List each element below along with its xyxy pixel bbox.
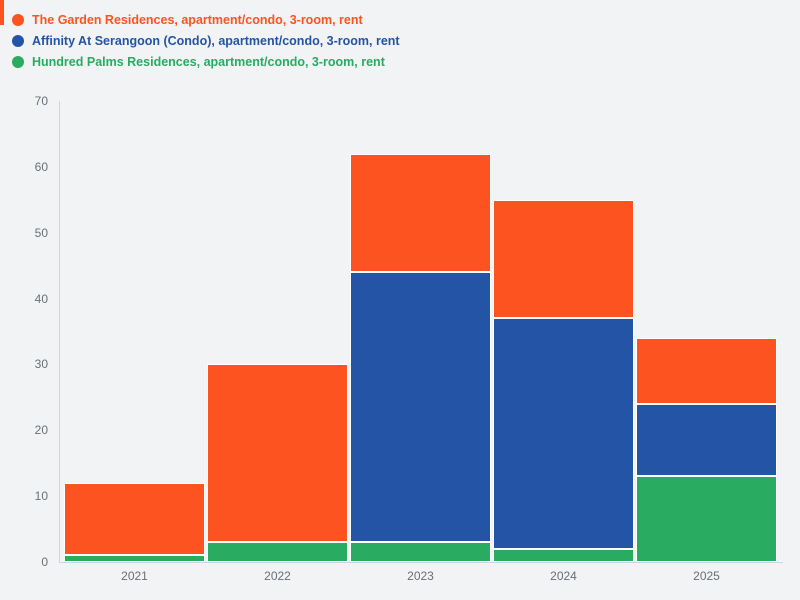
x-tick-label: 2021 [121, 569, 148, 583]
legend-dot-icon [12, 34, 24, 47]
x-tick-label: 2025 [693, 569, 720, 583]
bar-segment[interactable] [493, 548, 634, 562]
x-tick-label: 2024 [550, 569, 577, 583]
x-tick-label: 2022 [264, 569, 291, 583]
y-tick-label: 0 [41, 555, 48, 569]
y-tick-label: 60 [34, 159, 48, 174]
bar-segment[interactable] [207, 542, 348, 562]
legend-item[interactable]: Hundred Palms Residences, apartment/cond… [12, 51, 400, 72]
bar-2022 [207, 101, 348, 562]
y-tick-label: 70 [34, 94, 48, 108]
bar-2024 [493, 101, 634, 562]
legend-item-label: The Garden Residences, apartment/condo, … [32, 12, 363, 27]
legend-dot-icon [12, 55, 24, 68]
legend-dot-icon [12, 13, 24, 26]
bar-2021 [64, 101, 205, 562]
bar-segment[interactable] [350, 542, 491, 562]
plot-area [63, 101, 778, 562]
bar-segment[interactable] [64, 482, 205, 556]
y-axis-line [59, 101, 60, 562]
bar-segment[interactable] [636, 403, 777, 477]
y-tick-label: 40 [34, 291, 48, 306]
bar-segment[interactable] [636, 476, 777, 562]
legend-item[interactable]: The Garden Residences, apartment/condo, … [12, 9, 400, 30]
y-tick-label: 20 [34, 423, 48, 438]
left-edge-accent [0, 0, 4, 25]
bar-segment[interactable] [493, 318, 634, 549]
x-axis-line [59, 562, 783, 563]
x-tick-label: 2023 [407, 569, 434, 583]
bar-2023 [350, 101, 491, 562]
legend-item-label: Affinity At Serangoon (Condo), apartment… [32, 33, 400, 48]
bar-2025 [636, 101, 777, 562]
bar-segment[interactable] [207, 364, 348, 543]
legend-item[interactable]: Affinity At Serangoon (Condo), apartment… [12, 30, 400, 51]
y-tick-label: 10 [34, 489, 48, 504]
chart-legend: The Garden Residences, apartment/condo, … [12, 9, 400, 72]
y-tick-label: 50 [34, 225, 48, 240]
bar-segment[interactable] [493, 199, 634, 319]
bar-segment[interactable] [636, 338, 777, 404]
bar-segment[interactable] [64, 555, 205, 562]
bar-segment[interactable] [350, 272, 491, 543]
legend-item-label: Hundred Palms Residences, apartment/cond… [32, 54, 385, 69]
y-tick-label: 30 [34, 357, 48, 372]
bar-segment[interactable] [350, 153, 491, 273]
